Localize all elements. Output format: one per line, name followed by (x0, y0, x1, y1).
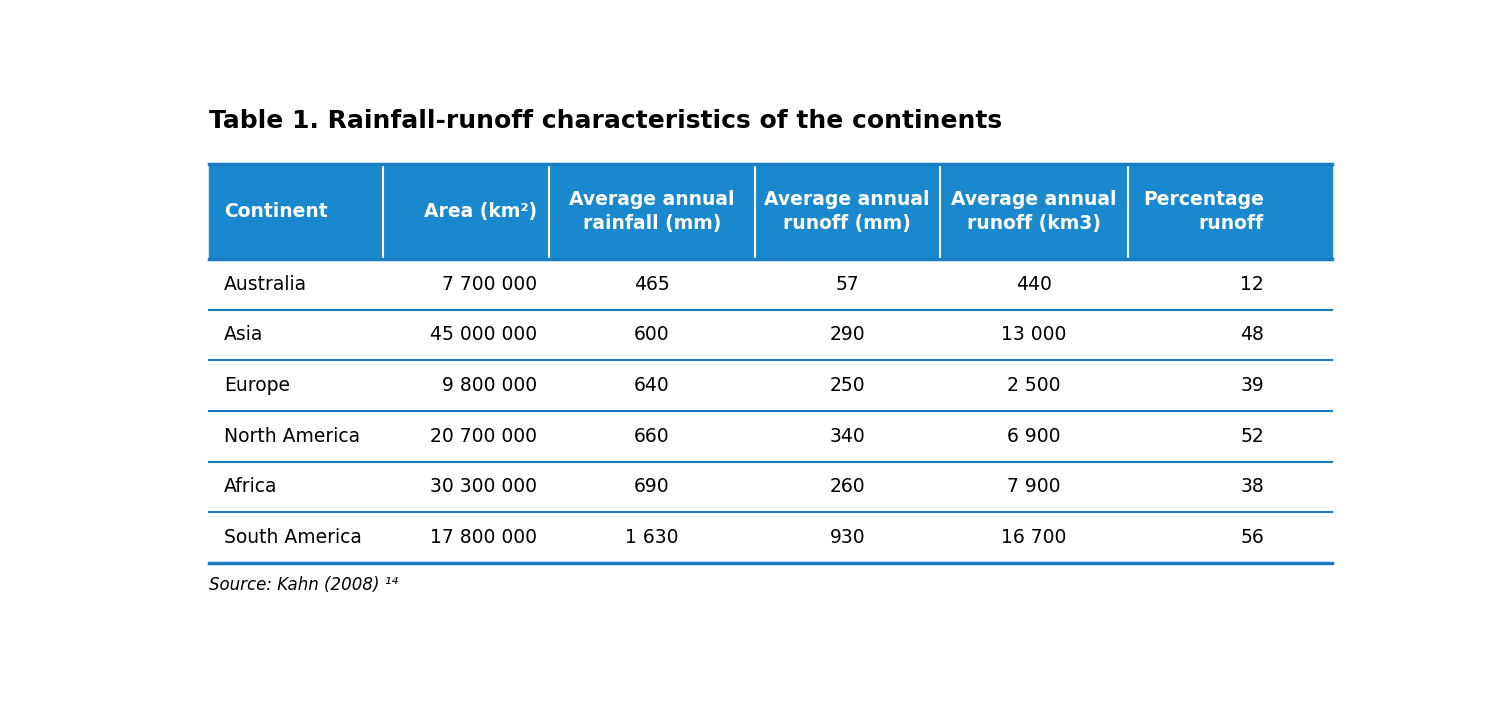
Text: 56: 56 (1240, 528, 1264, 547)
Text: Average annual
runoff (mm): Average annual runoff (mm) (765, 190, 930, 233)
Text: Continent: Continent (224, 202, 328, 221)
Text: 7 700 000: 7 700 000 (442, 275, 538, 294)
Text: 7 900: 7 900 (1007, 477, 1061, 496)
Text: 600: 600 (634, 325, 670, 344)
Text: Table 1. Rainfall-runoff characteristics of the continents: Table 1. Rainfall-runoff characteristics… (209, 110, 1003, 134)
Text: 38: 38 (1240, 477, 1264, 496)
Text: Average annual
runoff (km3): Average annual runoff (km3) (951, 190, 1117, 233)
Text: 6 900: 6 900 (1007, 427, 1061, 445)
Text: 930: 930 (830, 528, 866, 547)
Text: 340: 340 (830, 427, 866, 445)
Text: 20 700 000: 20 700 000 (430, 427, 538, 445)
Text: 12: 12 (1240, 275, 1264, 294)
Text: 640: 640 (634, 376, 670, 395)
Text: North America: North America (224, 427, 361, 445)
Text: 440: 440 (1016, 275, 1052, 294)
Bar (209, 361, 1332, 411)
Text: South America: South America (224, 528, 362, 547)
Text: 250: 250 (830, 376, 866, 395)
Text: 48: 48 (1240, 325, 1264, 344)
Text: Africa: Africa (224, 477, 278, 496)
Text: 465: 465 (634, 275, 670, 294)
Text: 17 800 000: 17 800 000 (430, 528, 538, 547)
Text: 2 500: 2 500 (1007, 376, 1061, 395)
Text: Europe: Europe (224, 376, 290, 395)
Text: 9 800 000: 9 800 000 (442, 376, 538, 395)
Bar (209, 259, 1332, 310)
Bar (209, 310, 1332, 361)
Text: 30 300 000: 30 300 000 (430, 477, 538, 496)
Text: 290: 290 (830, 325, 866, 344)
Text: Source: Kahn (2008) ¹⁴: Source: Kahn (2008) ¹⁴ (209, 576, 398, 595)
Text: 13 000: 13 000 (1001, 325, 1067, 344)
Text: 690: 690 (634, 477, 670, 496)
Text: 52: 52 (1240, 427, 1264, 445)
Text: 16 700: 16 700 (1001, 528, 1067, 547)
Text: 660: 660 (634, 427, 670, 445)
Text: Average annual
rainfall (mm): Average annual rainfall (mm) (570, 190, 735, 233)
Text: 1 630: 1 630 (625, 528, 678, 547)
Text: Australia: Australia (224, 275, 307, 294)
Text: Area (km²): Area (km²) (424, 202, 538, 221)
Text: 260: 260 (830, 477, 866, 496)
Bar (209, 512, 1332, 563)
Bar (209, 411, 1332, 462)
Bar (209, 164, 1332, 259)
Text: 45 000 000: 45 000 000 (430, 325, 538, 344)
Text: 57: 57 (836, 275, 860, 294)
Bar (209, 462, 1332, 512)
Text: Asia: Asia (224, 325, 263, 344)
Text: 39: 39 (1240, 376, 1264, 395)
Text: Percentage
runoff: Percentage runoff (1144, 190, 1264, 233)
